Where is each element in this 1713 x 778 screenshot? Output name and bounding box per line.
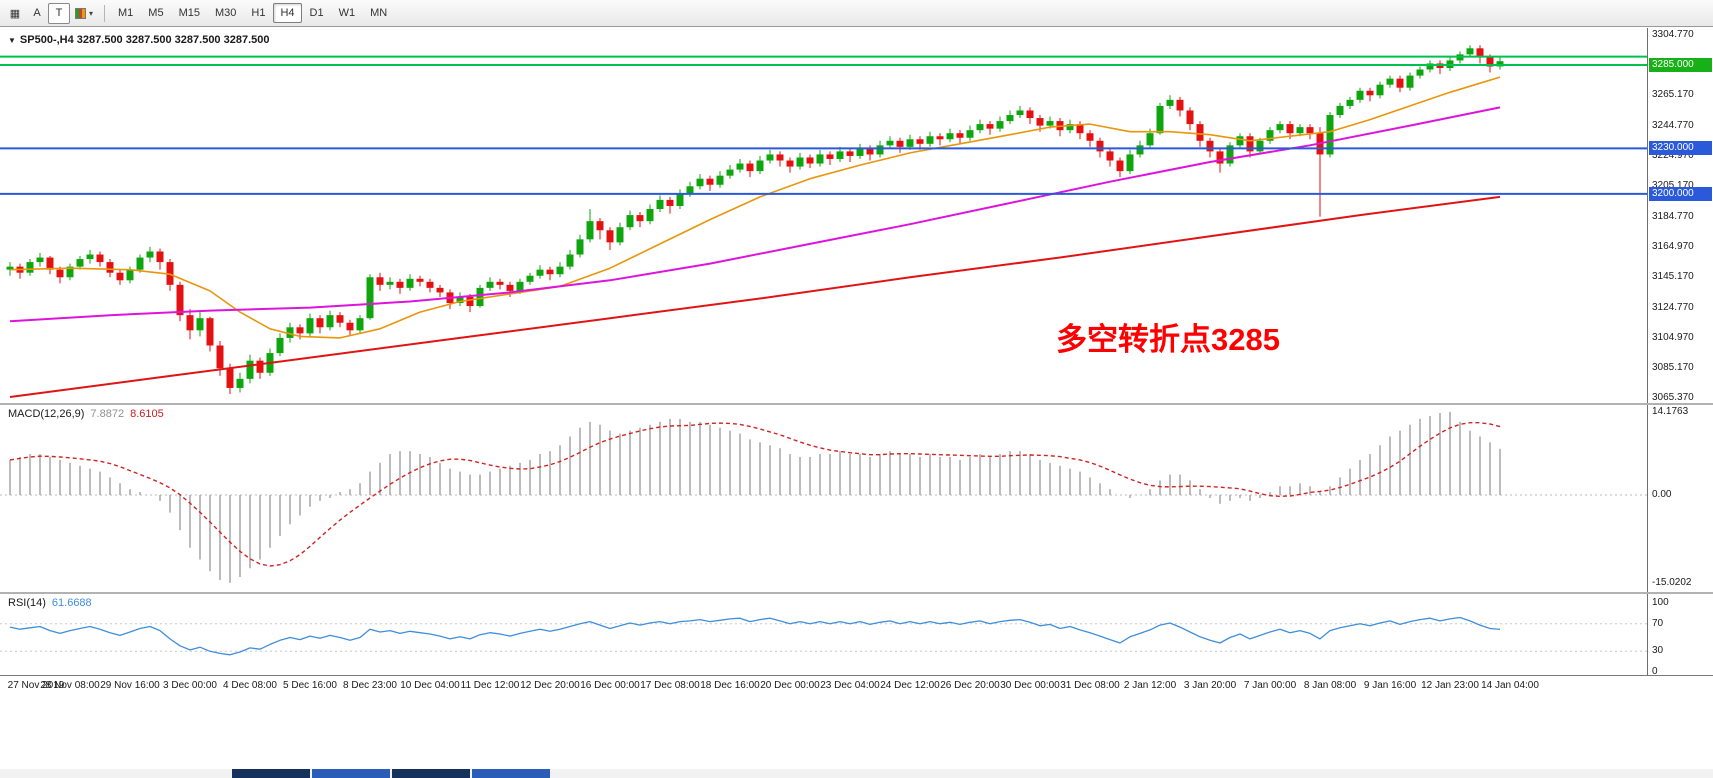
toolbar-separator bbox=[104, 4, 106, 22]
rsi-value: 61.6688 bbox=[51, 597, 92, 609]
bottom-tab-strip bbox=[0, 769, 1713, 778]
time-axis-label: 2 Jan 12:00 bbox=[1123, 680, 1177, 691]
timeframe-button-d1[interactable]: D1 bbox=[303, 3, 331, 23]
time-axis-label: 16 Dec 00:00 bbox=[580, 680, 640, 691]
time-axis-label: 17 Dec 08:00 bbox=[640, 680, 700, 691]
rsi-scale-label: 100 bbox=[1652, 597, 1669, 608]
price-axis-label: 3164.970 bbox=[1652, 240, 1694, 252]
rsi-header: RSI(14) 61.6688 bbox=[8, 597, 92, 609]
time-axis-label: 18 Dec 16:00 bbox=[700, 680, 760, 691]
arrow-tool-button[interactable]: A bbox=[26, 3, 48, 24]
rsi-label: RSI(14) bbox=[8, 597, 46, 609]
rsi-scale-label: 70 bbox=[1652, 617, 1664, 629]
time-axis-label: 12 Jan 23:00 bbox=[1421, 680, 1479, 691]
time-axis-label: 30 Dec 00:00 bbox=[1000, 680, 1060, 691]
time-axis-label: 5 Dec 16:00 bbox=[283, 680, 337, 691]
price-tag: 3230.000 bbox=[1649, 141, 1712, 156]
price-axis-label: 3104.970 bbox=[1652, 331, 1694, 343]
macd-label: MACD(12,26,9) bbox=[8, 408, 85, 420]
macd-scale-label: -15.0202 bbox=[1652, 577, 1692, 588]
price-axis-label: 3205.170 bbox=[1652, 180, 1694, 192]
macd-scale-label: 0.00 bbox=[1652, 489, 1672, 501]
time-axis-label: 3 Dec 00:00 bbox=[163, 680, 217, 691]
bottom-tab[interactable] bbox=[232, 769, 310, 778]
time-axis[interactable]: 27 Nov 2019 28 Nov 08:00 29 Nov 16:00 3 Dec… bbox=[0, 675, 1713, 697]
time-axis-label: 27 Nov 2019 bbox=[7, 680, 65, 691]
rsi-scale-label: 0 bbox=[1652, 666, 1658, 677]
text-tool-button[interactable]: T bbox=[48, 2, 70, 24]
bottom-tab[interactable] bbox=[392, 769, 470, 778]
symbol-period-label: SP500-,H4 bbox=[19, 34, 74, 46]
time-axis-label: 14 Jan 04:00 bbox=[1481, 680, 1539, 691]
time-axis-label: 8 Dec 23:00 bbox=[343, 680, 397, 691]
price-axis-label: 3184.770 bbox=[1652, 210, 1694, 222]
time-axis-label: 20 Dec 00:00 bbox=[760, 680, 820, 691]
price-axis-label: 3065.370 bbox=[1652, 392, 1694, 403]
price-axis-label: 3304.770 bbox=[1652, 29, 1694, 40]
rsi-scale-label: 30 bbox=[1652, 645, 1664, 657]
time-axis-label: 3 Jan 20:00 bbox=[1183, 680, 1237, 691]
price-axis-label: 3244.770 bbox=[1652, 119, 1694, 131]
timeframe-button-m1[interactable]: M1 bbox=[111, 3, 140, 23]
chart-annotation-text: 多空转折点3285 bbox=[1056, 322, 1280, 357]
dropdown-triangle-icon[interactable]: ▼ bbox=[8, 35, 16, 45]
chevron-down-icon: ▾ bbox=[89, 8, 94, 18]
time-axis-label: 9 Jan 16:00 bbox=[1363, 680, 1417, 691]
time-axis-label: 7 Jan 00:00 bbox=[1243, 680, 1297, 691]
price-axis-label: 3124.770 bbox=[1652, 301, 1694, 313]
macd-header: MACD(12,26,9) 7.8872 8.6105 bbox=[8, 408, 164, 420]
time-axis-label: 24 Dec 12:00 bbox=[880, 680, 940, 691]
time-axis-label: 10 Dec 04:00 bbox=[400, 680, 460, 691]
bottom-tab[interactable] bbox=[472, 769, 550, 778]
macd-scale-label: 14.1763 bbox=[1652, 406, 1689, 417]
time-axis-label: 4 Dec 08:00 bbox=[223, 680, 277, 691]
toolbar: ▦ A T ▾ M1 M5 M15 M30 H1 H4 D1 W1 MN bbox=[0, 0, 1713, 27]
ohlc-values: 3287.500 3287.500 3287.500 3287.500 bbox=[76, 34, 270, 46]
timeframe-button-mn[interactable]: MN bbox=[363, 3, 394, 23]
panel-divider-macd[interactable] bbox=[0, 403, 1713, 405]
indicators-button[interactable]: ▾ bbox=[70, 3, 98, 24]
time-axis-label: 23 Dec 04:00 bbox=[820, 680, 880, 691]
price-tag: 3200.000 bbox=[1649, 186, 1712, 201]
grid-icon: ▦ bbox=[9, 7, 21, 20]
timeframe-button-w1[interactable]: W1 bbox=[332, 3, 363, 23]
macd-signal-value: 8.6105 bbox=[130, 408, 164, 420]
time-axis-label: 31 Dec 08:00 bbox=[1060, 680, 1120, 691]
macd-main-value: 7.8872 bbox=[90, 408, 125, 420]
price-axis-label: 3224.970 bbox=[1652, 150, 1694, 161]
timeframe-button-h4[interactable]: H4 bbox=[273, 3, 302, 23]
price-axis-label: 3085.170 bbox=[1652, 361, 1694, 373]
indicators-icon bbox=[75, 7, 86, 19]
price-axis[interactable]: 3304.7703285.1703265.1703244.7703224.970… bbox=[1647, 28, 1713, 677]
time-axis-label: 28 Nov 08:00 bbox=[40, 680, 100, 691]
time-axis-label: 26 Dec 20:00 bbox=[940, 680, 1000, 691]
timeframe-group: M1 M5 M15 M30 H1 H4 D1 W1 MN bbox=[111, 3, 394, 23]
price-axis-label: 3145.170 bbox=[1652, 271, 1694, 282]
price-tag: 3285.000 bbox=[1649, 57, 1712, 72]
time-axis-label: 29 Nov 16:00 bbox=[100, 680, 160, 691]
timeframe-button-m5[interactable]: M5 bbox=[141, 3, 170, 23]
chart-symbol-ohlc: ▼ SP500-,H4 3287.500 3287.500 3287.500 32… bbox=[8, 34, 270, 46]
price-axis-label: 3265.170 bbox=[1652, 89, 1694, 101]
time-axis-label: 11 Dec 12:00 bbox=[460, 680, 520, 691]
time-axis-label: 12 Dec 20:00 bbox=[520, 680, 580, 691]
bottom-tab[interactable] bbox=[312, 769, 390, 778]
timeframe-button-h1[interactable]: H1 bbox=[244, 3, 272, 23]
panel-divider-rsi[interactable] bbox=[0, 592, 1713, 594]
timeframe-button-m30[interactable]: M30 bbox=[208, 3, 243, 23]
time-axis-label: 8 Jan 08:00 bbox=[1303, 680, 1357, 691]
timeframe-button-m15[interactable]: M15 bbox=[172, 3, 207, 23]
chart-grid-button[interactable]: ▦ bbox=[4, 3, 26, 24]
